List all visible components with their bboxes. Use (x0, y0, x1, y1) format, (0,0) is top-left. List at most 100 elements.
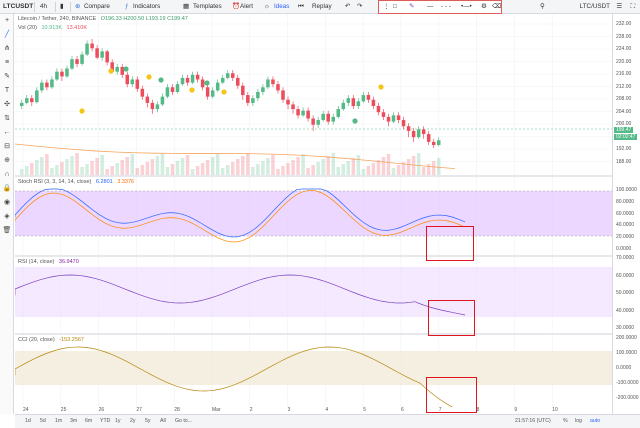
lock-icon[interactable]: 🔒 (2, 185, 12, 192)
zoom-icon[interactable]: ⊕ (4, 157, 10, 164)
pattern-icon[interactable]: ✣ (4, 101, 10, 108)
eye-icon[interactable]: ◉ (3, 199, 11, 206)
volume-bar (115, 163, 119, 175)
candle-body (95, 48, 99, 58)
redo-icon[interactable]: ↷ (357, 3, 363, 10)
date-axis[interactable]: 24 25 26 27 28 Mar 2 3 4 5 6 7 8 9 10 (15, 407, 612, 414)
timeframe-button[interactable]: YTD (100, 418, 111, 424)
timeframe-button[interactable]: 6m (85, 418, 93, 424)
cci-pane[interactable]: CCI (20, close) -153.2567 (14, 335, 612, 414)
signal-dot (378, 84, 384, 90)
drag-handle-icon[interactable]: ⋮ (383, 3, 390, 10)
trash-icon[interactable]: 🗑 (2, 227, 12, 234)
volume-bar (286, 163, 290, 175)
rsi-highlight-box[interactable] (428, 300, 475, 336)
pane-divider[interactable] (15, 333, 640, 335)
compare-button[interactable]: Compare (84, 3, 110, 10)
cci-band (15, 351, 612, 385)
candle-body (326, 113, 330, 122)
candle-body (271, 79, 275, 85)
line-width-icon[interactable]: — (427, 3, 434, 10)
candle-body (431, 141, 436, 145)
volume-bar (175, 161, 180, 175)
ideas-button[interactable]: Ideas (274, 3, 290, 10)
stoch-tick-label: 100.0000 (616, 187, 637, 193)
fib-icon[interactable]: ≡ (4, 59, 10, 66)
timeframe-button[interactable]: 5y (145, 418, 151, 424)
candle-body (185, 77, 190, 83)
date-tick-label: 6 (401, 407, 404, 413)
volume-bar (160, 153, 165, 175)
price-scale[interactable]: 232.00 228.00 224.00 220.00 216.00 212.00 208.… (612, 14, 640, 414)
layers-icon[interactable]: ◈ (4, 213, 10, 220)
price-chart[interactable] (14, 14, 612, 175)
candle-body (205, 87, 210, 97)
prediction-icon[interactable]: ⇅ (4, 115, 10, 122)
chart-type-icon[interactable]: ▮ (60, 3, 64, 10)
arrow-icon[interactable]: ← (3, 129, 11, 136)
cci-tick-label: 0.0000 (616, 365, 632, 371)
pitchfork-icon[interactable]: ⋔ (4, 45, 10, 52)
signal-dot (189, 87, 195, 93)
auto-toggle[interactable]: auto (590, 418, 601, 424)
crosshair-icon[interactable]: + (4, 17, 10, 24)
replay-button[interactable]: Replay (312, 3, 332, 10)
magnet-icon[interactable]: ∩ (4, 171, 10, 178)
menu-icon[interactable]: ☰ (616, 3, 622, 10)
stoch-rsi-pane[interactable]: Stoch RSI (3, 3, 14, 14, close) 6.2801 3… (14, 177, 612, 255)
volume-bar (30, 163, 34, 175)
alert-button[interactable]: Alert (240, 3, 253, 10)
volume-label: Vol (20) (18, 25, 37, 31)
trendline-icon[interactable]: ╱ (4, 31, 10, 38)
volume-bar (95, 158, 99, 175)
indicators-icon[interactable]: ƒ (125, 3, 129, 10)
timeframe-button[interactable]: 1m (55, 418, 63, 424)
ruler-icon[interactable]: ⊟ (4, 143, 10, 150)
line-style-icon[interactable]: - - - (441, 3, 451, 10)
undo-icon[interactable]: ↶ (345, 3, 351, 10)
candle-body (386, 116, 391, 122)
symbol-search[interactable]: LTCUSDT (3, 3, 34, 10)
line-end-icon[interactable]: •—• (461, 3, 472, 10)
brush-icon[interactable]: ✎ (4, 73, 10, 80)
volume-bar (296, 157, 300, 175)
stoch-highlight-box[interactable] (426, 226, 474, 261)
line-color-icon[interactable]: ✎ (409, 3, 415, 10)
rsi-pane[interactable]: RSI (14, close) 36.9470 (14, 257, 612, 333)
timeframe-button[interactable]: 2y (130, 418, 136, 424)
delete-icon[interactable]: ⌫ (492, 3, 501, 10)
search-icon[interactable]: ⚲ (540, 3, 545, 10)
fullscreen-icon[interactable]: ⛶ (630, 3, 635, 10)
price-pane[interactable]: Litecoin / Tether, 240, BINANCE O196.33 … (14, 14, 612, 175)
candle-body (110, 62, 114, 72)
templates-icon[interactable]: ▦ (183, 3, 189, 10)
cci-highlight-box[interactable] (426, 377, 477, 413)
timeframe-button[interactable]: 5d (40, 418, 46, 424)
timeframe-button[interactable]: All (160, 418, 166, 424)
text-icon[interactable]: T (4, 87, 10, 94)
pane-divider[interactable] (15, 175, 640, 177)
shape-icon[interactable]: □ (393, 3, 397, 10)
templates-button[interactable]: Templates (193, 3, 222, 10)
candle-body (426, 134, 431, 142)
settings-icon[interactable]: ⚙ (481, 3, 487, 10)
timeframe-button[interactable]: 3m (70, 418, 78, 424)
goto-button[interactable]: Go to... (175, 418, 193, 424)
candle-body (276, 84, 280, 91)
signal-dot (158, 77, 164, 83)
interval-button[interactable]: 4h (40, 3, 48, 10)
indicators-button[interactable]: Indicators (133, 3, 161, 10)
compare-icon[interactable]: ⊕ (75, 3, 81, 10)
ideas-icon[interactable]: ☼ (264, 3, 270, 10)
percent-toggle[interactable]: % (563, 418, 568, 424)
pane-divider[interactable] (15, 255, 640, 257)
alert-icon[interactable]: ⏰ (232, 3, 240, 10)
log-toggle[interactable]: log (575, 418, 582, 424)
volume-bar (225, 165, 230, 175)
timeframe-button[interactable]: 1y (115, 418, 121, 424)
replay-icon[interactable]: ⏮ (298, 3, 304, 10)
signal-dot (221, 89, 227, 95)
right-symbol[interactable]: LTC/USDT (579, 3, 610, 10)
candle-body (175, 84, 180, 92)
timeframe-button[interactable]: 1d (25, 418, 31, 424)
